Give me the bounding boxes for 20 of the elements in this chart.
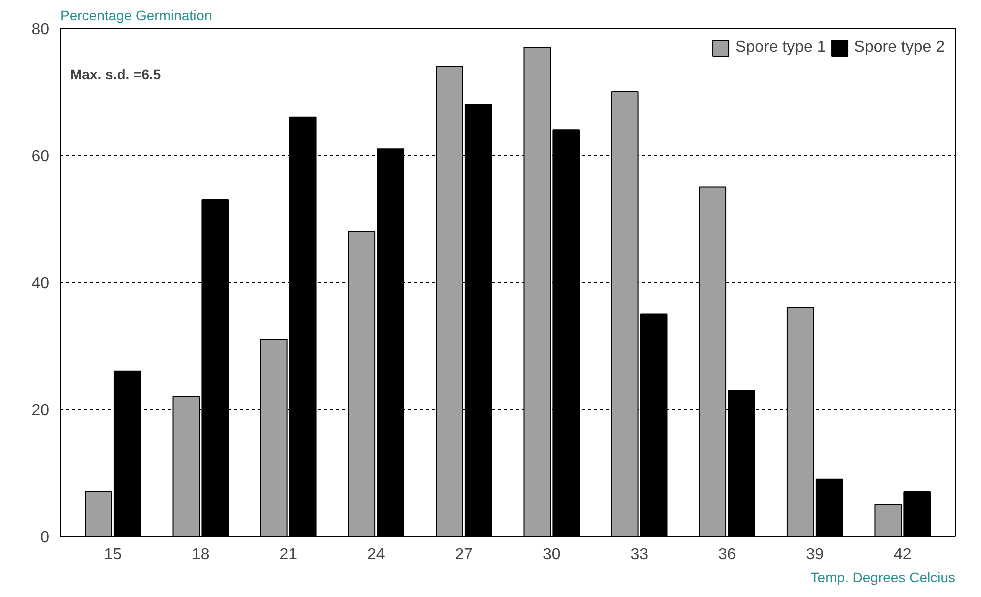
x-tick-label: 36: [718, 546, 736, 564]
y-axis-title: Percentage Germination: [60, 8, 212, 24]
x-tick-label: 18: [192, 546, 210, 564]
y-tick-label: 60: [32, 148, 50, 166]
x-tick-label: 24: [367, 546, 386, 564]
annotation: Max. s.d. =6.5: [70, 66, 162, 82]
y-tick-label: 20: [32, 402, 50, 420]
x-tick-label: 39: [806, 546, 824, 564]
x-tick-label: 21: [280, 546, 298, 564]
x-tick-label: 27: [455, 546, 474, 564]
x-tick-label: 15: [104, 546, 122, 564]
legend-label: Spore type 2: [854, 39, 945, 57]
y-tick-label: 80: [32, 22, 50, 38]
x-tick-label: 33: [630, 546, 649, 564]
x-axis-title: Temp. Degrees Celcius: [810, 570, 956, 586]
x-tick-label: 30: [542, 546, 561, 564]
y-tick-label: 0: [40, 530, 50, 546]
x-tick-label: 42: [894, 546, 912, 564]
legend-label: Spore type 1: [736, 39, 826, 57]
y-tick-label: 40: [32, 276, 50, 292]
